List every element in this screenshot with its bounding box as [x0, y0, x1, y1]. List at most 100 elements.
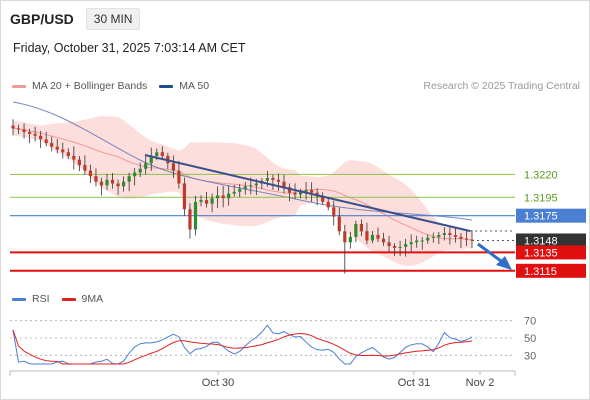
candle-body	[177, 170, 181, 184]
candle-body	[144, 163, 148, 169]
candle-body	[304, 189, 308, 192]
rsi-legend: RSI 9MA	[12, 293, 115, 305]
candle	[310, 182, 314, 202]
candle	[61, 142, 65, 159]
candle-body	[321, 196, 325, 202]
candle	[420, 237, 424, 250]
candle	[448, 226, 452, 245]
candle	[216, 186, 220, 209]
timeframe-badge[interactable]: 30 MIN	[85, 8, 141, 30]
candle-body	[105, 179, 109, 186]
candle-body	[404, 244, 408, 247]
legend-label-ma50: MA 50	[179, 80, 210, 92]
candle-body	[254, 183, 258, 186]
candle-body	[199, 200, 203, 202]
candle-body	[138, 168, 142, 173]
candle	[376, 227, 380, 243]
descending-trendline	[144, 154, 471, 232]
candle-body	[133, 172, 137, 177]
candle-body	[210, 198, 214, 204]
candle-body	[276, 179, 281, 182]
chart-datetime: Friday, October 31, 2025 7:03:14 AM CET	[13, 41, 246, 55]
candle	[431, 232, 435, 243]
legend-item-ma50: MA 50	[159, 80, 209, 92]
candle-body	[149, 155, 153, 164]
candle-body	[171, 163, 175, 171]
candle	[453, 228, 458, 243]
candle-body	[376, 234, 380, 239]
candle-body	[453, 234, 458, 237]
support-label-bg-1.3115	[516, 263, 586, 278]
candle-body	[39, 135, 43, 140]
candle-body	[298, 191, 303, 195]
candle	[55, 139, 59, 154]
candle-body	[44, 139, 48, 144]
candle	[177, 160, 181, 189]
candle	[381, 232, 386, 246]
legend-label-9ma: 9MA	[81, 293, 104, 305]
candle	[409, 234, 413, 252]
candle-body	[243, 186, 247, 190]
candle	[88, 164, 93, 183]
candle-body	[232, 191, 236, 194]
candle-body	[337, 216, 341, 232]
candle	[227, 185, 231, 206]
legend-swatch-rsi	[12, 297, 26, 301]
candles-layer	[11, 119, 474, 274]
candle-body	[94, 176, 98, 182]
candle-body	[265, 178, 269, 181]
candle	[387, 236, 391, 252]
x-tick-label: Nov 2	[466, 377, 495, 389]
candle	[204, 191, 209, 208]
legend-label-rsi: RSI	[32, 293, 50, 305]
resistance-label-1.3195: 1.3195	[524, 192, 558, 204]
candle	[72, 146, 76, 170]
candle	[50, 136, 54, 152]
candle-body	[182, 183, 187, 210]
candle	[459, 233, 463, 249]
resistance-label-1.3220: 1.3220	[524, 169, 558, 181]
candle-body	[110, 179, 115, 184]
candle-body	[459, 236, 463, 239]
candle	[171, 155, 175, 179]
candle	[94, 168, 98, 187]
candle	[442, 227, 446, 241]
legend-swatch-ma20	[12, 84, 26, 88]
candle-body	[431, 236, 435, 238]
candle	[99, 177, 104, 196]
candle	[66, 148, 70, 160]
legend-swatch-ma50	[159, 84, 174, 88]
candle	[426, 234, 430, 244]
candle	[293, 183, 297, 200]
bollinger-band	[13, 116, 472, 266]
instrument-title: GBP/USD	[10, 11, 74, 27]
candle	[304, 181, 308, 200]
candle	[199, 195, 203, 207]
x-tick-label: Oct 30	[202, 377, 234, 389]
candle-body	[83, 165, 87, 171]
candle	[282, 174, 286, 194]
candle-body	[16, 128, 21, 130]
candle-body	[155, 152, 159, 156]
legend-item-rsi: RSI	[12, 293, 50, 305]
candle	[11, 119, 15, 136]
support-label-bg-1.3135	[516, 245, 586, 260]
rsi-level-label-50: 50	[524, 333, 536, 345]
candle	[326, 198, 330, 211]
candle-body	[221, 195, 225, 199]
rsi-panel: 70 50 30	[10, 316, 536, 365]
candle	[144, 156, 148, 175]
candle-body	[72, 155, 76, 160]
candle	[44, 131, 48, 147]
forecast-arrow-head	[496, 256, 512, 270]
candle	[404, 238, 408, 257]
pivot-label-bg	[516, 208, 586, 223]
candle-body	[249, 185, 253, 187]
candle-body	[127, 176, 131, 182]
candle	[415, 235, 419, 248]
candle	[122, 176, 126, 192]
candle-body	[27, 132, 32, 134]
candle	[138, 162, 142, 177]
